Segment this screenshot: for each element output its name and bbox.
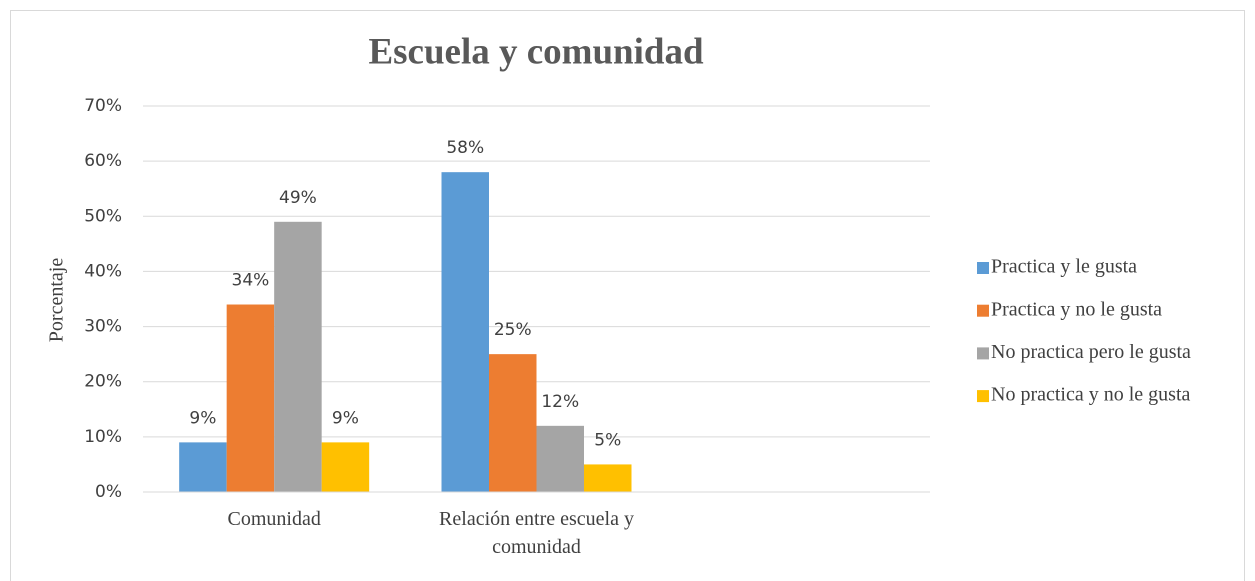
data-label: 34% [232, 271, 270, 291]
y-tick-label: 50% [84, 206, 122, 226]
y-tick-label: 70% [84, 96, 122, 116]
bar [179, 442, 227, 492]
legend-label: No practica y no le gusta [991, 384, 1190, 406]
y-tick-label: 60% [84, 151, 122, 171]
legend-label: Practica y le gusta [991, 256, 1137, 278]
legend-swatch [977, 390, 989, 403]
x-tick-label: Comunidad [227, 508, 320, 530]
bar [226, 304, 275, 492]
y-axis-label: Porcentaje [46, 258, 68, 343]
y-tick-label: 0% [95, 482, 122, 502]
y-tick-label: 20% [84, 372, 122, 392]
data-label: 5% [594, 430, 621, 450]
legend-swatch [977, 262, 989, 274]
legend-swatch [977, 347, 989, 360]
bar [441, 172, 489, 492]
y-tick-label: 30% [84, 317, 122, 337]
bar [489, 354, 537, 492]
chart-title: Escuela y comunidad [368, 31, 704, 72]
chart-border [10, 10, 1245, 581]
data-label: 9% [332, 408, 359, 428]
bar [536, 425, 584, 492]
bar [584, 464, 632, 492]
legend-label: No practica pero le gusta [991, 341, 1191, 363]
data-label: 25% [494, 320, 532, 340]
data-label: 49% [279, 188, 317, 208]
y-tick-label: 40% [84, 261, 122, 281]
y-tick-label: 10% [84, 427, 122, 447]
data-label: 58% [446, 138, 484, 158]
legend-label: Practica y no le gusta [991, 298, 1162, 320]
data-label: 12% [541, 392, 579, 412]
data-label: 9% [189, 408, 216, 428]
bar [321, 442, 370, 492]
bar [274, 221, 322, 493]
legend-swatch [977, 304, 989, 317]
x-tick-label: Relación entre escuela y comunidad [439, 508, 634, 558]
